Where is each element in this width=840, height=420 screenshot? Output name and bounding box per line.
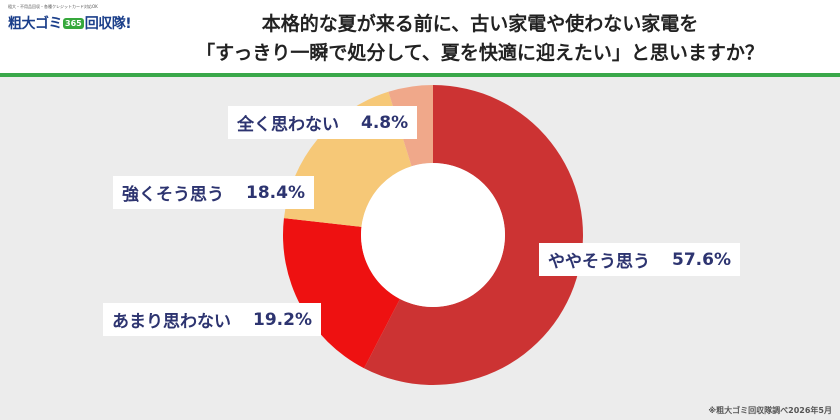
donut-chart <box>283 85 583 385</box>
logo-main: 粗大ゴミ 365 回収隊! <box>8 13 132 33</box>
donut-slice-0 <box>364 85 583 385</box>
logo-name-left: 粗大ゴミ <box>8 16 63 32</box>
label-tsuyoku: 強くそう思う 18.4% <box>113 176 314 209</box>
label-zenzen-text: 全く思わない <box>237 115 339 135</box>
logo-name-right: 回収隊! <box>84 16 132 32</box>
label-amari-text: あまり思わない <box>112 312 231 332</box>
label-yaya: ややそう思う 57.6% <box>539 243 740 276</box>
source-note: ※粗大ゴミ回収隊調べ2026年5月 <box>708 406 832 415</box>
label-yaya-text: ややそう思う <box>548 252 650 272</box>
title-divider <box>0 73 840 77</box>
donut-slice-1 <box>283 218 400 369</box>
chart-area: 全く思わない 4.8% 強くそう思う 18.4% ややそう思う 57.6% あま… <box>0 77 840 420</box>
logo-badge: 365 <box>63 17 84 29</box>
brand-logo: 粗大・不用品回収・各種クレジットカード対応OK 粗大ゴミ 365 回収隊! <box>8 4 132 44</box>
label-zenzen: 全く思わない 4.8% <box>228 106 418 139</box>
survey-question-title: 本格的な夏が来る前に、古い家電や使わない家電を 「すっきり一瞬で処分して、夏を快… <box>130 10 830 68</box>
donut-hole <box>361 163 505 307</box>
label-amari: あまり思わない 19.2% <box>103 303 321 336</box>
title-line-2: 「すっきり一瞬で処分して、夏を快適に迎えたい」と思いますか？ <box>196 42 764 64</box>
logo-tagline: 粗大・不用品回収・各種クレジットカード対応OK <box>8 4 98 9</box>
label-tsuyoku-text: 強くそう思う <box>122 185 224 205</box>
label-zenzen-value: 4.8% <box>361 112 409 133</box>
label-amari-value: 19.2% <box>253 309 312 330</box>
label-tsuyoku-value: 18.4% <box>246 182 305 203</box>
title-line-1: 本格的な夏が来る前に、古い家電や使わない家電を <box>261 13 699 35</box>
label-yaya-value: 57.6% <box>672 249 731 270</box>
